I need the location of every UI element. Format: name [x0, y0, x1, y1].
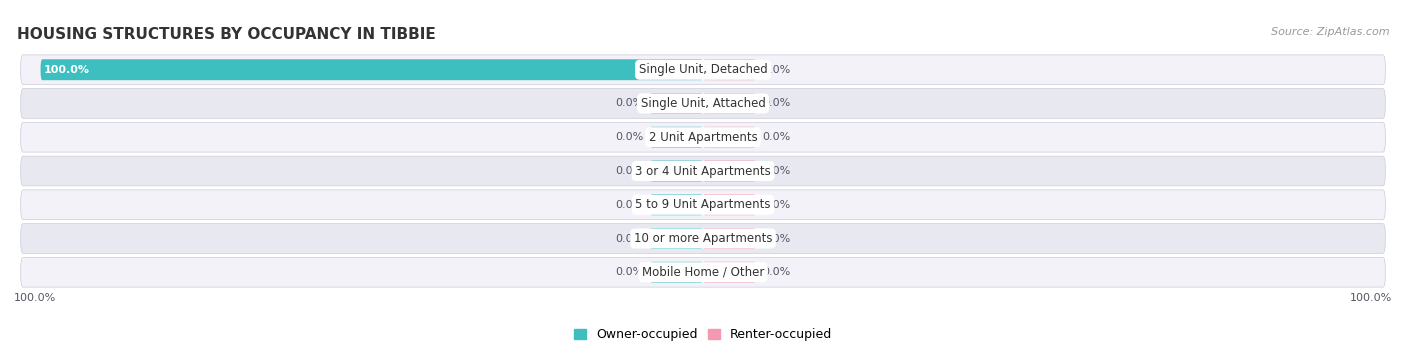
Text: 0.0%: 0.0% [762, 267, 790, 277]
FancyBboxPatch shape [650, 127, 703, 148]
Text: 0.0%: 0.0% [616, 166, 644, 176]
FancyBboxPatch shape [21, 89, 1385, 118]
Text: 0.0%: 0.0% [616, 132, 644, 142]
FancyBboxPatch shape [703, 59, 756, 80]
Text: 100.0%: 100.0% [14, 293, 56, 303]
Text: 10 or more Apartments: 10 or more Apartments [634, 232, 772, 245]
FancyBboxPatch shape [21, 224, 1385, 253]
FancyBboxPatch shape [703, 160, 756, 182]
FancyBboxPatch shape [21, 156, 1385, 186]
Text: 100.0%: 100.0% [1350, 293, 1392, 303]
Text: 0.0%: 0.0% [616, 98, 644, 108]
Text: Single Unit, Detached: Single Unit, Detached [638, 63, 768, 76]
FancyBboxPatch shape [703, 262, 756, 283]
FancyBboxPatch shape [650, 194, 703, 215]
Text: 100.0%: 100.0% [44, 65, 90, 75]
Text: Mobile Home / Other: Mobile Home / Other [641, 266, 765, 279]
Text: 5 to 9 Unit Apartments: 5 to 9 Unit Apartments [636, 198, 770, 211]
Text: 2 Unit Apartments: 2 Unit Apartments [648, 131, 758, 144]
FancyBboxPatch shape [41, 59, 703, 80]
Text: 0.0%: 0.0% [616, 234, 644, 244]
Text: 3 or 4 Unit Apartments: 3 or 4 Unit Apartments [636, 165, 770, 177]
Text: Single Unit, Attached: Single Unit, Attached [641, 97, 765, 110]
FancyBboxPatch shape [703, 228, 756, 249]
FancyBboxPatch shape [21, 122, 1385, 152]
Text: 0.0%: 0.0% [762, 166, 790, 176]
Text: 0.0%: 0.0% [762, 65, 790, 75]
Text: 0.0%: 0.0% [616, 267, 644, 277]
FancyBboxPatch shape [21, 190, 1385, 220]
FancyBboxPatch shape [703, 93, 756, 114]
Text: 0.0%: 0.0% [616, 200, 644, 210]
FancyBboxPatch shape [703, 127, 756, 148]
FancyBboxPatch shape [650, 93, 703, 114]
Text: 0.0%: 0.0% [762, 234, 790, 244]
FancyBboxPatch shape [650, 228, 703, 249]
Text: 0.0%: 0.0% [762, 200, 790, 210]
Text: 0.0%: 0.0% [762, 132, 790, 142]
FancyBboxPatch shape [21, 55, 1385, 84]
FancyBboxPatch shape [21, 258, 1385, 287]
Text: Source: ZipAtlas.com: Source: ZipAtlas.com [1271, 27, 1389, 37]
FancyBboxPatch shape [703, 194, 756, 215]
FancyBboxPatch shape [650, 262, 703, 283]
FancyBboxPatch shape [650, 160, 703, 182]
Legend: Owner-occupied, Renter-occupied: Owner-occupied, Renter-occupied [574, 329, 832, 342]
Text: HOUSING STRUCTURES BY OCCUPANCY IN TIBBIE: HOUSING STRUCTURES BY OCCUPANCY IN TIBBI… [17, 27, 436, 42]
Text: 0.0%: 0.0% [762, 98, 790, 108]
